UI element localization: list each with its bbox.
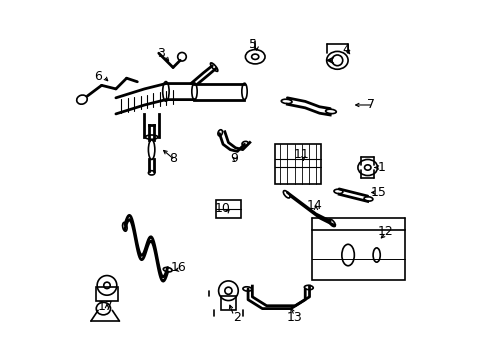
- Text: 8: 8: [169, 152, 177, 165]
- Text: 14: 14: [305, 198, 322, 212]
- Text: 2: 2: [233, 311, 241, 324]
- Bar: [274, 144, 321, 184]
- Text: 6: 6: [94, 70, 102, 83]
- Text: 16: 16: [170, 261, 186, 274]
- Text: 15: 15: [370, 186, 386, 199]
- Bar: [96, 287, 118, 301]
- Text: 3: 3: [156, 47, 164, 60]
- Bar: [220, 296, 236, 310]
- Text: 12: 12: [377, 225, 393, 238]
- Text: 10: 10: [215, 202, 230, 215]
- Text: 17: 17: [97, 300, 113, 313]
- Text: 7: 7: [366, 99, 375, 112]
- Bar: [312, 230, 405, 280]
- Text: 1: 1: [377, 161, 385, 174]
- Text: 5: 5: [249, 38, 257, 51]
- Text: 4: 4: [342, 43, 349, 56]
- Circle shape: [331, 55, 342, 66]
- Text: 9: 9: [229, 152, 237, 165]
- Text: 13: 13: [286, 311, 302, 324]
- Bar: [216, 200, 241, 217]
- Text: 11: 11: [293, 148, 309, 162]
